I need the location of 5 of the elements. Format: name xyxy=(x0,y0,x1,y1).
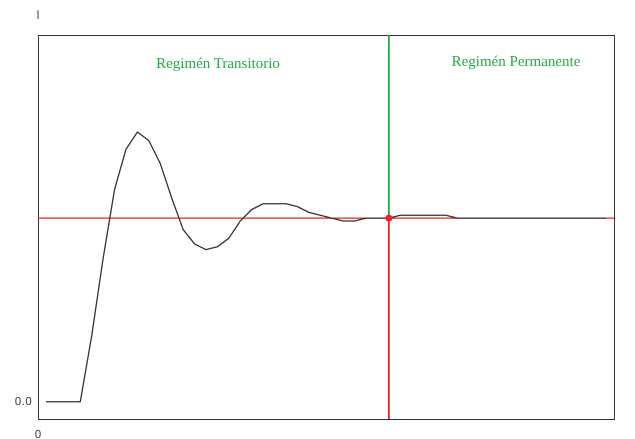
text: 0.0 xyxy=(14,395,32,408)
text: Regimén Permanente xyxy=(452,54,581,70)
text: Regimén Transitorio xyxy=(156,56,280,72)
text: I xyxy=(36,8,40,22)
text: 0 xyxy=(34,428,42,439)
